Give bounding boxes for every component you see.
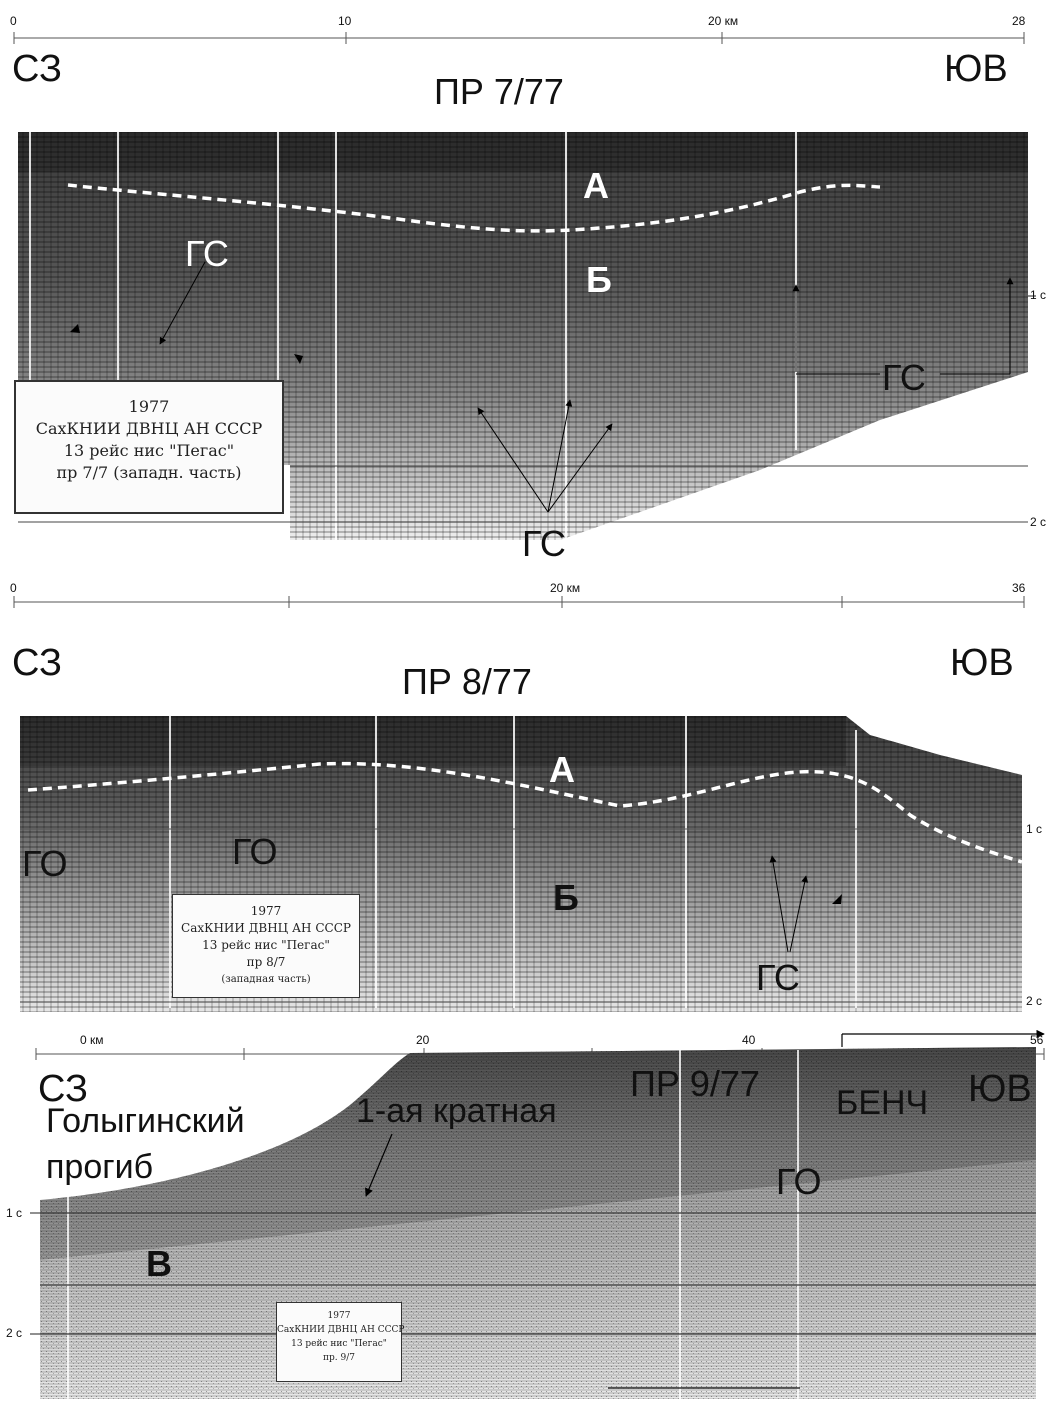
p8-time-1s: 1 с — [1026, 822, 1043, 836]
p7-title: ПР 7/77 — [434, 71, 564, 112]
p8-stamp-part: (западная часть) — [221, 974, 311, 985]
p9-scale-tick-0: 0 км — [80, 1033, 104, 1047]
profile-8-scale-bar — [13, 596, 1025, 608]
profile-7-scale-bar — [13, 32, 1025, 44]
p8-stamp-profile: пр 8/7 — [246, 955, 286, 969]
p9-stamp-year: 1977 — [327, 1311, 351, 1321]
p9-label-trough-1: Голыгинский — [46, 1102, 245, 1140]
p7-time-2s: 2 с — [1030, 515, 1047, 529]
p7-label-gs-2: ГС — [882, 357, 926, 398]
p8-label-go-2: ГО — [232, 831, 278, 872]
profile-8 — [13, 596, 1025, 1012]
p7-zone-b: Б — [586, 259, 612, 300]
p8-direction-right: ЮВ — [950, 642, 1014, 684]
p9-label-bench: БЕНЧ — [836, 1084, 929, 1122]
p8-title: ПР 8/77 — [402, 661, 532, 702]
p7-scale-tick-0: 0 — [10, 14, 17, 28]
p9-label-multiple: 1-ая кратная — [356, 1092, 557, 1130]
p9-time-2s: 2 с — [6, 1326, 23, 1340]
p9-label-go-1: ГО — [776, 1161, 822, 1202]
p7-scale-tick-28: 28 — [1012, 14, 1026, 28]
p7-label-gs-1: ГС — [185, 233, 229, 274]
p9-time-1s: 1 с — [6, 1206, 23, 1220]
p9-stamp-cruise: 13 рейс нис "Пегас" — [291, 1339, 387, 1349]
p8-zone-b: Б — [553, 877, 579, 918]
p9-scale-tick-56: 56 — [1030, 1033, 1044, 1047]
p7-stamp-cruise: 13 рейс нис "Пегас" — [63, 441, 235, 460]
profile-8-seismic-section — [20, 716, 1023, 1012]
p8-scale-tick-20: 20 км — [550, 581, 581, 595]
p7-stamp-year: 1977 — [128, 397, 170, 416]
p9-stamp-profile: пр. 9/7 — [323, 1353, 355, 1363]
p8-archive-stamp: 1977 СахКНИИ ДВНЦ АН СССР 13 рейс нис "П… — [172, 894, 360, 998]
p7-zone-a: А — [583, 165, 609, 206]
p7-archive-stamp: 1977 СахКНИИ ДВНЦ АН СССР 13 рейс нис "П… — [14, 380, 284, 514]
p7-scale-tick-10: 10 — [338, 14, 352, 28]
p7-stamp-profile: пр 7/7 (западн. часть) — [56, 463, 242, 482]
p9-archive-stamp: 1977 СахКНИИ ДВНЦ АН СССР 13 рейс нис "П… — [276, 1302, 405, 1382]
p9-stamp-institute: СахКНИИ ДВНЦ АН СССР — [277, 1325, 405, 1335]
p8-scale-tick-36: 36 — [1012, 581, 1026, 595]
p8-stamp-year: 1977 — [250, 904, 282, 918]
p8-label-go-1: ГО — [22, 843, 68, 884]
p8-zone-a: А — [549, 749, 575, 790]
p7-direction-right: ЮВ — [944, 48, 1008, 90]
p9-direction-left: СЗ — [38, 1068, 88, 1110]
p7-scale-tick-20: 20 км — [708, 14, 739, 28]
p9-direction-right: ЮВ — [968, 1068, 1032, 1110]
p7-label-gs-3: ГС — [522, 523, 566, 564]
p9-label-trough-2: прогиб — [46, 1148, 154, 1186]
p8-time-2s: 2 с — [1026, 994, 1043, 1008]
p9-scale-tick-20: 20 — [416, 1033, 430, 1047]
p9-title: ПР 9/77 — [630, 1063, 760, 1104]
p7-direction-left: СЗ — [12, 48, 62, 90]
p7-time-1s: 1 с — [1030, 288, 1047, 302]
p9-zone-v: В — [146, 1243, 172, 1284]
p8-direction-left: СЗ — [12, 642, 62, 684]
p7-stamp-institute: СахКНИИ ДВНЦ АН СССР — [35, 419, 263, 438]
p8-scale-tick-0: 0 — [10, 581, 17, 595]
p8-stamp-institute: СахКНИИ ДВНЦ АН СССР — [181, 921, 351, 935]
p8-stamp-cruise: 13 рейс нис "Пегас" — [202, 938, 330, 952]
p8-label-gs-1: ГС — [756, 957, 800, 998]
p9-scale-tick-40: 40 — [742, 1033, 756, 1047]
